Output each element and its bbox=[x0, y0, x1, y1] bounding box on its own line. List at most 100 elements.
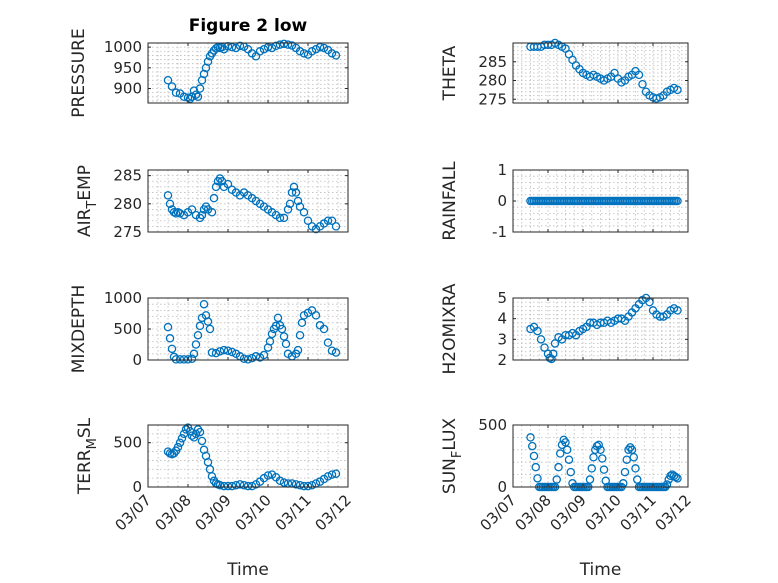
axes-background bbox=[147, 169, 349, 233]
data-point bbox=[626, 443, 635, 452]
data-point bbox=[197, 210, 207, 220]
y-tick-label: 5 bbox=[497, 289, 507, 307]
axes-pressure: 900 950 1000 PRESSURE Figure 2 low bbox=[69, 16, 349, 118]
data-point bbox=[211, 182, 221, 192]
data-point bbox=[315, 42, 325, 52]
data-point bbox=[185, 94, 195, 104]
y-tick-label: 1 bbox=[497, 161, 507, 179]
y-tick-label: 285 bbox=[478, 53, 507, 71]
axes-frame bbox=[147, 424, 349, 488]
data-point bbox=[673, 306, 682, 315]
data-point bbox=[215, 480, 225, 490]
y-axis-label-tail: SL bbox=[75, 417, 95, 438]
data-point bbox=[203, 57, 213, 66]
y-axis-label: TERRMSL bbox=[75, 417, 100, 495]
data-point bbox=[291, 188, 301, 197]
data-point bbox=[231, 480, 241, 490]
data-point bbox=[673, 196, 682, 206]
y-axis-label: SUNFLUX bbox=[440, 418, 465, 495]
data-point bbox=[536, 335, 546, 344]
data-point bbox=[331, 222, 341, 231]
data-point bbox=[283, 205, 293, 214]
data-point bbox=[287, 188, 297, 197]
data-point bbox=[235, 41, 245, 51]
axes-frame bbox=[147, 169, 349, 233]
y-axis-label-subscript: M bbox=[85, 438, 100, 449]
y-axis-label: THETA bbox=[440, 45, 460, 101]
data-point bbox=[207, 348, 217, 357]
data-point bbox=[239, 354, 249, 364]
data-point bbox=[219, 345, 229, 355]
data-point bbox=[259, 44, 269, 54]
data-point bbox=[167, 344, 177, 354]
data-point bbox=[167, 82, 177, 91]
data-point bbox=[223, 481, 233, 491]
data-point bbox=[165, 334, 175, 343]
axes-air_temp: 275 280 285 AIRTEMP bbox=[75, 165, 349, 241]
data-point bbox=[211, 348, 221, 358]
grid bbox=[513, 43, 688, 103]
y-tick-label: 275 bbox=[113, 223, 142, 241]
y-tick-label: 280 bbox=[113, 195, 142, 213]
data-point bbox=[673, 474, 682, 483]
data-point bbox=[193, 330, 203, 340]
grid bbox=[513, 425, 688, 487]
data-point bbox=[243, 355, 253, 364]
data-point bbox=[297, 318, 307, 328]
y-axis-label-main: SUN bbox=[440, 458, 460, 494]
data-point bbox=[279, 213, 289, 223]
data-point bbox=[566, 467, 576, 477]
x-tick-label: 03/12 bbox=[652, 491, 695, 534]
y-tick-label: 500 bbox=[113, 320, 142, 338]
data-point bbox=[275, 40, 285, 49]
data-point bbox=[303, 481, 313, 491]
y-axis-label-main: PRESSURE bbox=[69, 28, 89, 117]
data-point bbox=[183, 355, 193, 364]
data-point bbox=[239, 480, 249, 490]
data-point bbox=[199, 299, 209, 309]
data-point bbox=[620, 467, 630, 477]
y-tick-label: 950 bbox=[113, 59, 142, 77]
data-point bbox=[173, 442, 183, 452]
series-points bbox=[163, 299, 341, 364]
data-point bbox=[181, 425, 191, 434]
axes-background bbox=[512, 297, 689, 361]
data-point bbox=[227, 42, 237, 52]
data-point bbox=[550, 339, 560, 348]
y-tick-label: 0 bbox=[132, 351, 142, 369]
data-point bbox=[247, 481, 257, 491]
data-point bbox=[163, 75, 173, 85]
data-point bbox=[191, 90, 201, 99]
y-axis-label: PRESSURE bbox=[69, 28, 89, 117]
data-point bbox=[327, 49, 337, 58]
data-point bbox=[319, 324, 329, 334]
data-point bbox=[293, 196, 303, 206]
data-point bbox=[662, 480, 672, 489]
data-point bbox=[189, 349, 199, 359]
axes-h2omixra: 2 3 4 5 H2OMIXRA bbox=[440, 283, 689, 375]
data-point bbox=[299, 208, 309, 217]
data-point bbox=[163, 191, 173, 200]
y-tick-label: 1000 bbox=[104, 289, 142, 307]
chart-title: Figure 2 low bbox=[189, 16, 308, 36]
data-point bbox=[277, 324, 287, 334]
data-point bbox=[624, 445, 633, 455]
series-points bbox=[526, 38, 682, 103]
y-tick-label: 3 bbox=[497, 330, 507, 348]
data-point bbox=[585, 475, 595, 484]
grid bbox=[513, 298, 688, 360]
y-tick-label: 500 bbox=[113, 434, 142, 452]
data-point bbox=[295, 202, 305, 211]
data-point bbox=[311, 311, 321, 320]
data-point bbox=[267, 43, 277, 53]
y-axis-label-main: H2OMIXRA bbox=[440, 283, 460, 374]
axes-frame bbox=[512, 424, 689, 488]
data-point bbox=[217, 42, 227, 52]
data-point bbox=[195, 427, 205, 437]
data-point bbox=[295, 330, 305, 340]
y-axis-label-tail: LUX bbox=[440, 418, 460, 451]
data-point bbox=[207, 208, 217, 217]
data-point bbox=[227, 347, 237, 357]
data-point bbox=[279, 478, 289, 487]
